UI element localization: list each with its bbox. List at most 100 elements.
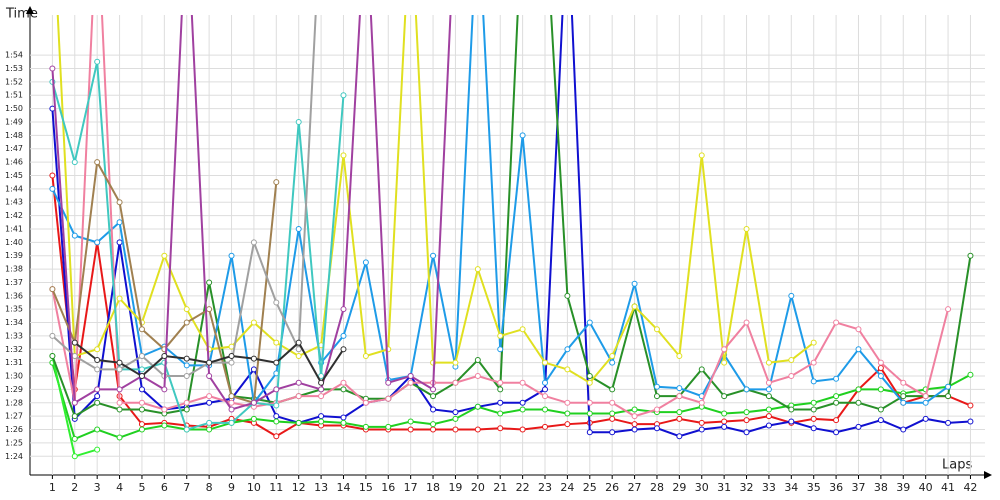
point: [273, 418, 280, 425]
point: [519, 426, 526, 433]
point: [71, 339, 78, 346]
point: [49, 65, 56, 72]
point: [497, 379, 504, 386]
point: [116, 386, 123, 393]
point: [855, 326, 862, 333]
point: [609, 352, 616, 359]
x-tick-label: 22: [516, 481, 530, 494]
point: [653, 383, 660, 390]
x-tick-label: 10: [247, 481, 261, 494]
y-tick-label: 1:42: [5, 211, 23, 220]
point: [71, 435, 78, 442]
y-tick-label: 1:41: [5, 224, 23, 233]
point: [743, 409, 750, 416]
x-tick-label: 33: [762, 481, 776, 494]
y-tick-label: 1:40: [5, 238, 23, 247]
point: [71, 159, 78, 166]
point: [228, 352, 235, 359]
point: [721, 359, 728, 366]
x-tick-label: 39: [896, 481, 910, 494]
x-tick-label: 16: [381, 481, 395, 494]
point: [810, 399, 817, 406]
x-axis-label: Laps: [942, 458, 972, 473]
point: [161, 252, 168, 259]
point: [206, 419, 213, 426]
point: [721, 346, 728, 353]
x-tick-label: 29: [672, 481, 686, 494]
y-tick-label: 1:47: [5, 144, 23, 153]
point: [497, 410, 504, 417]
point: [653, 326, 660, 333]
point: [519, 132, 526, 139]
x-tick-label: 24: [560, 481, 574, 494]
point: [295, 346, 302, 353]
point: [877, 406, 884, 413]
series-line: [51, 175, 971, 438]
point: [206, 306, 213, 313]
point: [183, 319, 190, 326]
point: [49, 332, 56, 339]
point: [295, 118, 302, 125]
point: [765, 359, 772, 366]
point: [452, 359, 459, 366]
point: [161, 422, 168, 429]
point: [452, 409, 459, 416]
point: [228, 419, 235, 426]
y-tick-label: 1:24: [5, 452, 23, 461]
point: [385, 379, 392, 386]
point: [273, 339, 280, 346]
point: [183, 406, 190, 413]
point: [183, 399, 190, 406]
point: [586, 410, 593, 417]
point: [609, 410, 616, 417]
point: [810, 425, 817, 432]
point: [631, 280, 638, 287]
point: [788, 357, 795, 363]
y-tick-label: 1:27: [5, 412, 23, 421]
point: [922, 399, 929, 406]
x-tick-label: 23: [538, 481, 552, 494]
point: [609, 386, 616, 393]
point: [721, 418, 728, 425]
point: [340, 419, 347, 426]
point: [497, 346, 504, 353]
point: [631, 406, 638, 413]
point: [855, 399, 862, 406]
point: [474, 426, 481, 433]
point: [474, 357, 481, 363]
x-tick-label: 4: [116, 481, 123, 494]
point: [138, 426, 145, 433]
point: [833, 429, 840, 436]
point: [609, 359, 616, 366]
y-tick-label: 1:37: [5, 278, 23, 287]
x-tick-label: 37: [851, 481, 865, 494]
point: [765, 406, 772, 413]
point: [250, 415, 257, 422]
x-tick-label: 5: [138, 481, 145, 494]
x-tick-label: 38: [874, 481, 888, 494]
x-tick-label: 2: [71, 481, 78, 494]
point: [497, 332, 504, 339]
point: [945, 393, 952, 400]
point: [407, 379, 414, 386]
point: [586, 373, 593, 380]
y-tick-label: 1:35: [5, 305, 23, 314]
point: [206, 359, 213, 366]
point: [743, 319, 750, 326]
point: [183, 306, 190, 313]
point: [138, 406, 145, 413]
point: [833, 399, 840, 406]
point: [653, 406, 660, 413]
point: [676, 409, 683, 416]
point: [340, 92, 347, 99]
point: [519, 379, 526, 386]
point: [810, 339, 817, 346]
x-tick-label: 1: [49, 481, 56, 494]
point: [71, 232, 78, 239]
point: [94, 386, 101, 393]
y-tick-label: 1:26: [5, 425, 23, 434]
point: [49, 352, 56, 359]
point: [877, 365, 884, 372]
x-tick-label: 9: [228, 481, 235, 494]
point: [94, 357, 101, 363]
